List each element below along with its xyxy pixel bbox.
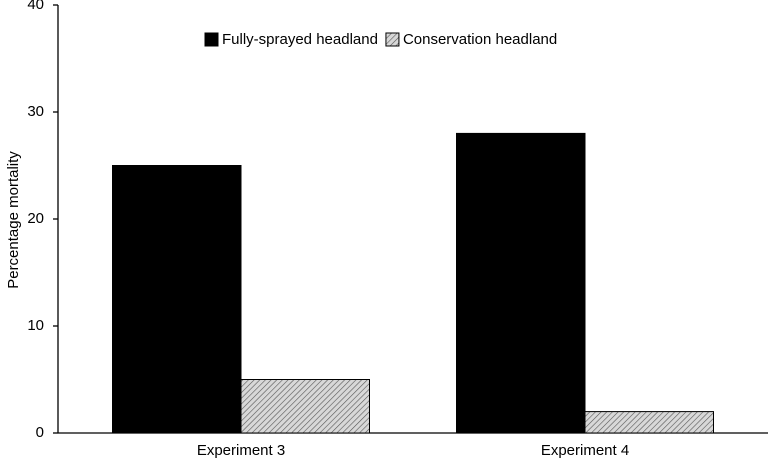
y-tick-label: 40 bbox=[27, 0, 44, 13]
legend-swatch bbox=[385, 32, 400, 47]
legend-swatch bbox=[204, 32, 219, 47]
legend-label: Conservation headland bbox=[403, 31, 557, 48]
x-tick-label: Experiment 3 bbox=[197, 442, 285, 459]
x-tick-label: Experiment 4 bbox=[541, 442, 629, 459]
y-axis-label: Percentage mortality bbox=[5, 151, 22, 289]
y-tick-label: 0 bbox=[36, 424, 44, 441]
y-tick-label: 20 bbox=[27, 210, 44, 227]
y-tick-label: 30 bbox=[27, 103, 44, 120]
bar bbox=[240, 379, 370, 434]
bar bbox=[584, 411, 714, 434]
legend-label: Fully-sprayed headland bbox=[222, 31, 378, 48]
y-tick-label: 10 bbox=[27, 317, 44, 334]
bar bbox=[112, 165, 242, 434]
bar bbox=[456, 132, 586, 434]
